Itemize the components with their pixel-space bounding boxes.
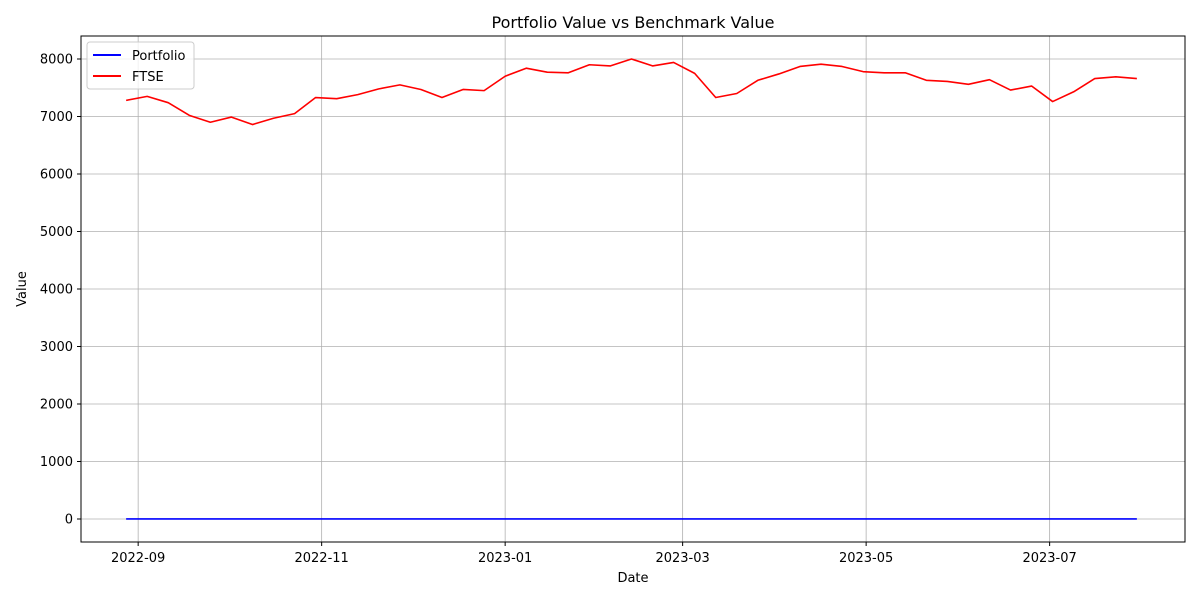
- y-tick-label: 0: [65, 513, 73, 528]
- y-tick-label: 4000: [40, 283, 73, 298]
- legend: Portfolio FTSE: [86, 41, 195, 90]
- y-tick-label: 5000: [40, 225, 73, 240]
- chart-title: Portfolio Value vs Benchmark Value: [492, 13, 775, 32]
- x-ticks: 2022-09 2022-11 2023-01 2023-03 2023-05 2023-…: [111, 542, 1077, 566]
- x-tick-label: 2023-07: [1022, 551, 1076, 566]
- series-line-ftse: [125, 58, 1137, 126]
- x-tick-label: 2023-01: [478, 551, 532, 566]
- y-ticks: 0 1000 2000 3000 4000 5000 6000 7000 8000: [40, 53, 81, 528]
- x-tick-label: 2022-09: [111, 551, 165, 566]
- x-tick-label: 2022-11: [294, 551, 348, 566]
- legend-label-ftse: FTSE: [132, 70, 164, 85]
- y-tick-label: 6000: [40, 168, 73, 183]
- y-tick-label: 3000: [40, 340, 73, 355]
- x-tick-label: 2023-03: [655, 551, 709, 566]
- series-lines: [125, 58, 1137, 520]
- x-tick-label: 2023-05: [839, 551, 893, 566]
- y-tick-label: 2000: [40, 398, 73, 413]
- x-axis-label: Date: [617, 571, 648, 586]
- legend-box: [86, 41, 195, 90]
- y-tick-label: 8000: [40, 53, 73, 68]
- y-axis-label: Value: [15, 271, 30, 307]
- y-tick-label: 7000: [40, 110, 73, 125]
- grid-lines: [81, 36, 1185, 542]
- legend-label-portfolio: Portfolio: [132, 49, 186, 64]
- y-tick-label: 1000: [40, 455, 73, 470]
